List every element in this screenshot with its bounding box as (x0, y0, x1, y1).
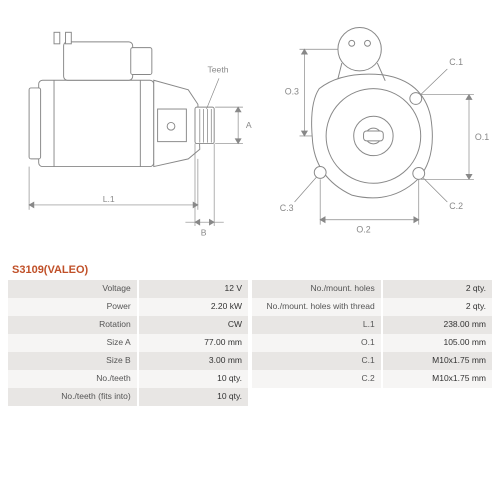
spec-row: Voltage12 V (8, 280, 248, 298)
spec-value: 77.00 mm (137, 334, 248, 352)
dim-o3: O.3 (285, 87, 299, 97)
spec-column-left: Voltage12 VPower2.20 kWRotationCWSize A7… (8, 280, 248, 406)
spec-row: Size A77.00 mm (8, 334, 248, 352)
spec-row: Size B3.00 mm (8, 352, 248, 370)
spec-row: L.1238.00 mm (252, 316, 492, 334)
spec-value: M10x1.75 mm (381, 352, 492, 370)
spec-column-right: No./mount. holes2 qty.No./mount. holes w… (252, 280, 492, 406)
spec-label: C.2 (252, 370, 381, 388)
dim-c3: C.3 (280, 203, 294, 213)
spec-value: 2 qty. (381, 280, 492, 298)
spec-row: Power2.20 kW (8, 298, 248, 316)
spec-label: C.1 (252, 352, 381, 370)
spec-label: Voltage (8, 280, 137, 298)
spec-label: L.1 (252, 316, 381, 334)
spec-value: 10 qty. (137, 388, 248, 406)
spec-value: 10 qty. (137, 370, 248, 388)
spec-row: No./mount. holes with thread2 qty. (252, 298, 492, 316)
spec-row: No./mount. holes2 qty. (252, 280, 492, 298)
spec-row: RotationCW (8, 316, 248, 334)
dim-c2: C.2 (450, 201, 464, 211)
spec-row: No./teeth10 qty. (8, 370, 248, 388)
spec-label: Rotation (8, 316, 137, 334)
spec-row: O.1105.00 mm (252, 334, 492, 352)
spec-label: Size B (8, 352, 137, 370)
part-number-title: S3109(VALEO) (12, 264, 492, 276)
spec-value: CW (137, 316, 248, 334)
side-view-diagram: L.1 B A (8, 8, 257, 258)
spec-row: C.1M10x1.75 mm (252, 352, 492, 370)
spec-label: No./teeth (8, 370, 137, 388)
spec-table: Voltage12 VPower2.20 kWRotationCWSize A7… (8, 280, 492, 406)
teeth-label: Teeth (207, 65, 228, 75)
spec-label: Size A (8, 334, 137, 352)
dim-b: B (201, 228, 207, 238)
dim-l1: L.1 (103, 194, 115, 204)
spec-value: M10x1.75 mm (381, 370, 492, 388)
spec-label: Power (8, 298, 137, 316)
spec-label: No./mount. holes (252, 280, 381, 298)
spec-value: 12 V (137, 280, 248, 298)
spec-value: 2 qty. (381, 298, 492, 316)
spec-row: No./teeth (fits into)10 qty. (8, 388, 248, 406)
dim-o2: O.2 (357, 225, 371, 235)
spec-value: 238.00 mm (381, 316, 492, 334)
spec-label: O.1 (252, 334, 381, 352)
technical-drawing: L.1 B A (8, 8, 492, 258)
dim-o1: O.1 (475, 132, 489, 142)
spec-label: No./mount. holes with thread (252, 298, 381, 316)
dim-a: A (246, 120, 252, 130)
spec-row: C.2M10x1.75 mm (252, 370, 492, 388)
dim-c1: C.1 (450, 57, 464, 67)
spec-label: No./teeth (fits into) (8, 388, 137, 406)
spec-value: 3.00 mm (137, 352, 248, 370)
front-view-diagram: O.3 O.1 O.2 (265, 8, 492, 258)
spec-value: 2.20 kW (137, 298, 248, 316)
spec-value: 105.00 mm (381, 334, 492, 352)
